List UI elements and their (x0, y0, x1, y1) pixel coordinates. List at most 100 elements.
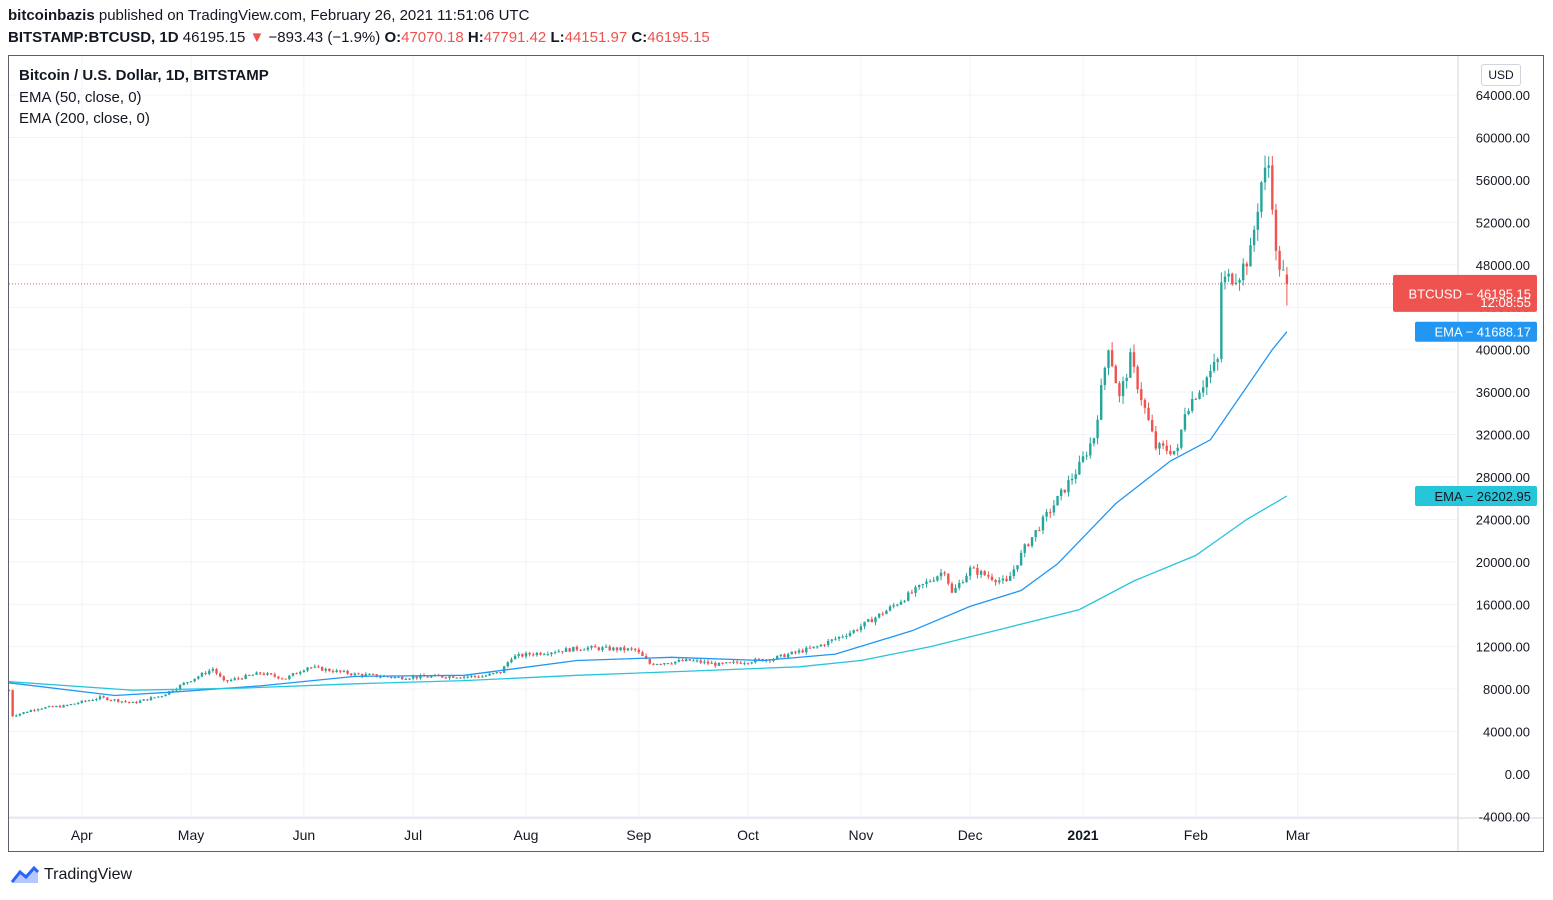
candle-body (273, 674, 276, 677)
candle-body (69, 704, 73, 706)
candle-body (958, 583, 961, 588)
candle-body (441, 675, 444, 678)
candle-body (248, 674, 251, 676)
candle-body (583, 649, 586, 651)
candle-body (786, 654, 790, 658)
candle-body (881, 613, 884, 615)
candle-body (135, 701, 138, 703)
candle-body (608, 646, 611, 651)
x-tick-label: Apr (71, 827, 93, 843)
candle-body (477, 676, 480, 678)
y-tick-label: 52000.00 (1476, 215, 1530, 230)
candle-body (586, 647, 590, 650)
x-tick-label: 2021 (1067, 827, 1098, 843)
candle-body (259, 672, 262, 674)
candle-body (568, 648, 571, 652)
ema200-price-label: EMA − 26202.95 (1435, 489, 1532, 504)
ema200-line (8, 495, 1288, 691)
candle-body (521, 654, 524, 657)
open-value: 47070.18 (401, 29, 464, 46)
candle-body (160, 696, 164, 698)
candle-body (18, 713, 22, 716)
candle-body (11, 690, 14, 717)
price-change: −893.43 (−1.9%) (268, 29, 381, 46)
candle-body (200, 673, 204, 677)
candle-body (400, 676, 404, 680)
candle-body (131, 701, 134, 703)
candle-body (939, 572, 943, 577)
candle-body (943, 572, 946, 574)
candle-body (342, 670, 346, 672)
candle-body (1078, 461, 1081, 475)
y-tick-label: 0.00 (1505, 767, 1530, 782)
candle-body (877, 613, 881, 618)
x-tick-label: Aug (514, 827, 539, 843)
candle-body (492, 673, 495, 675)
candle-body (142, 699, 145, 701)
candle-body (987, 575, 990, 577)
candle-body (896, 604, 899, 606)
candle-body (473, 675, 477, 677)
candle-body (320, 666, 324, 671)
candle-body (750, 662, 753, 664)
candle-body (40, 708, 43, 710)
chart-frame (8, 55, 1544, 852)
candle-body (983, 571, 986, 576)
currency-button[interactable]: USD (1481, 64, 1521, 86)
legend-ema200[interactable]: EMA (200, close, 0) (19, 110, 150, 127)
candle-body (979, 571, 983, 575)
candle-body (1238, 280, 1241, 283)
candle-body (816, 646, 819, 648)
candle-body (659, 664, 662, 666)
tradingview-logo[interactable]: TradingView (10, 866, 132, 884)
candle-body (1132, 352, 1136, 367)
candle-body (1016, 565, 1019, 570)
candle-body (1234, 282, 1238, 285)
candle-body (1241, 263, 1245, 281)
candle-body (1154, 431, 1158, 449)
candle-body (641, 652, 644, 657)
candle-body (925, 581, 928, 585)
candle-body (1165, 445, 1168, 451)
candle-body (178, 684, 182, 690)
candle-body (124, 701, 127, 703)
high-value: 47791.42 (483, 29, 547, 46)
candle-body (593, 646, 597, 648)
candle-body (328, 668, 331, 672)
candle-body (670, 663, 673, 665)
candle-body (244, 674, 247, 679)
candle-body (837, 636, 841, 639)
candle-body (22, 712, 25, 714)
candle-body (688, 659, 692, 661)
candle-body (1100, 385, 1103, 420)
candle-body (1049, 511, 1052, 513)
candle-body (1038, 530, 1041, 532)
candle-body (1034, 530, 1037, 538)
candle-body (1158, 443, 1161, 449)
candle-body (335, 670, 338, 673)
candle-body (579, 649, 582, 651)
candle-body (15, 715, 18, 717)
candle-body (1267, 165, 1270, 168)
candle-body (1085, 455, 1088, 457)
candle-body (466, 676, 469, 678)
candle-body (630, 648, 633, 650)
author-name[interactable]: bitcoinbazis (8, 7, 95, 24)
candle-body (921, 584, 925, 586)
candle-body (652, 663, 655, 665)
candle-body (1263, 167, 1267, 183)
candle-body (532, 654, 535, 656)
candle-body (863, 621, 866, 627)
candle-body (470, 675, 473, 677)
candle-body (495, 672, 499, 674)
legend-ema50[interactable]: EMA (50, close, 0) (19, 89, 142, 106)
candle-body (663, 663, 666, 665)
candle-body (564, 648, 568, 652)
candle-body (506, 662, 509, 667)
candle-body (499, 672, 502, 674)
candle-body (812, 646, 815, 648)
candle-body (1041, 516, 1045, 531)
candle-body (513, 655, 517, 660)
candle-body (572, 646, 575, 652)
